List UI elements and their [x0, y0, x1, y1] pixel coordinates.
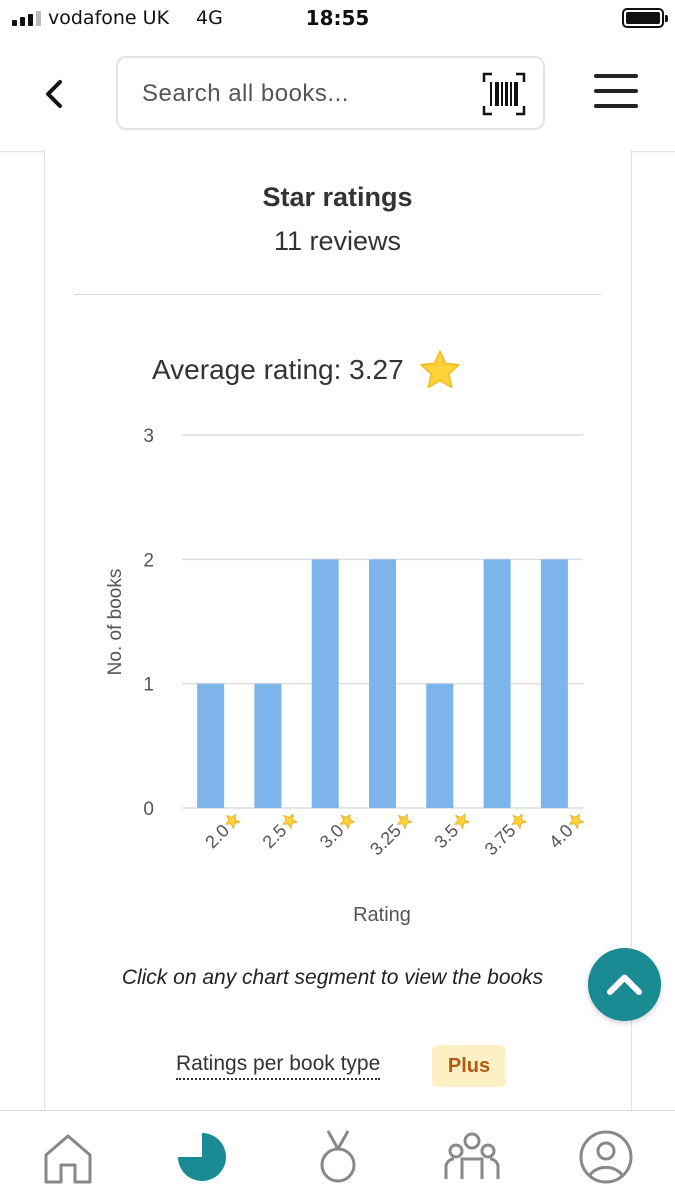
- star-icon: [339, 813, 356, 830]
- x-tick-label: 3.75: [481, 813, 528, 859]
- medal-icon: [320, 1130, 356, 1183]
- plus-badge: Plus: [432, 1045, 506, 1087]
- chevron-up-icon: [607, 974, 642, 995]
- x-tick-text: 3.5: [430, 820, 462, 852]
- chevron-left-icon: [46, 80, 62, 108]
- star-icon: [453, 813, 471, 830]
- star-icon: [224, 813, 241, 830]
- average-rating-label: Average rating: 3.27: [152, 354, 404, 385]
- star-icon: [419, 350, 460, 389]
- community-icon: [444, 1132, 500, 1179]
- network-label: 4G: [196, 7, 223, 29]
- card-title: Star ratings: [262, 182, 413, 212]
- star-icon: [282, 813, 299, 830]
- y-tick-label: 1: [143, 675, 154, 696]
- search-placeholder: Search all books...: [142, 80, 349, 107]
- nav-home[interactable]: [38, 1127, 98, 1187]
- x-tick-label: 2.0: [201, 813, 241, 852]
- x-axis-title: Rating: [353, 904, 411, 926]
- signal-icon: [12, 11, 41, 26]
- x-tick-label: 4.0: [545, 813, 585, 852]
- scroll-to-top-button[interactable]: [588, 948, 661, 1021]
- stats-icon: [178, 1133, 226, 1181]
- battery-icon: [622, 8, 668, 28]
- x-tick-text: 2.5: [259, 820, 291, 852]
- x-tick-text: 3.75: [481, 820, 520, 859]
- chart-bar[interactable]: [426, 683, 454, 808]
- home-icon: [44, 1134, 92, 1184]
- search-input[interactable]: Search all books...: [116, 56, 545, 130]
- chart-bar[interactable]: [197, 683, 225, 808]
- status-time: 18:55: [305, 6, 370, 30]
- star-icon: [396, 813, 413, 830]
- x-tick-text: 3.0: [316, 820, 348, 852]
- carrier-label: vodafone UK: [48, 7, 170, 29]
- x-tick-label: 3.5: [430, 813, 471, 852]
- star-icon: [568, 813, 585, 830]
- review-count: 11 reviews: [273, 226, 402, 256]
- x-tick-text: 4.0: [545, 820, 577, 852]
- y-tick-label: 3: [143, 426, 154, 447]
- barcode-scan-button[interactable]: [482, 72, 526, 116]
- barcode-icon: [482, 72, 526, 116]
- y-tick-label: 2: [143, 550, 154, 571]
- y-axis-title: No. of books: [105, 569, 126, 676]
- x-tick-text: 3.25: [366, 820, 405, 859]
- menu-button[interactable]: [594, 74, 640, 112]
- nav-stats[interactable]: [172, 1127, 232, 1187]
- nav-challenges[interactable]: [308, 1127, 368, 1187]
- hamburger-icon: [594, 74, 638, 78]
- average-rating: Average rating: 3.27: [152, 348, 462, 392]
- ratings-bar-chart: 0 1 2 3 2.0 2.5 3.0 3.25 3.5 3.75 4.0 Rating No. of …: [105, 426, 585, 926]
- chart-bar[interactable]: [369, 559, 396, 808]
- nav-profile[interactable]: [576, 1127, 636, 1187]
- chart-bar[interactable]: [483, 559, 511, 808]
- app-header: Search all books...: [0, 38, 675, 152]
- chart-bar[interactable]: [540, 559, 568, 808]
- profile-icon: [579, 1130, 633, 1184]
- y-tick-label: 0: [143, 799, 154, 820]
- x-tick-label: 3.25: [366, 813, 413, 859]
- x-tick-label: 2.5: [259, 813, 299, 852]
- star-icon: [511, 813, 528, 830]
- status-bar: vodafone UK 4G 18:55: [0, 0, 675, 38]
- divider: [74, 294, 601, 295]
- x-tick-label: 3.0: [316, 813, 356, 852]
- nav-community[interactable]: [442, 1127, 502, 1187]
- chart-hint: Click on any chart segment to view the b…: [121, 966, 544, 989]
- ratings-per-book-type-link[interactable]: Ratings per book type: [176, 1052, 381, 1080]
- bottom-nav: [0, 1110, 675, 1200]
- x-tick-text: 2.0: [201, 820, 233, 852]
- chart-bar[interactable]: [311, 559, 339, 808]
- chart-bar[interactable]: [254, 683, 282, 808]
- back-button[interactable]: [38, 76, 70, 112]
